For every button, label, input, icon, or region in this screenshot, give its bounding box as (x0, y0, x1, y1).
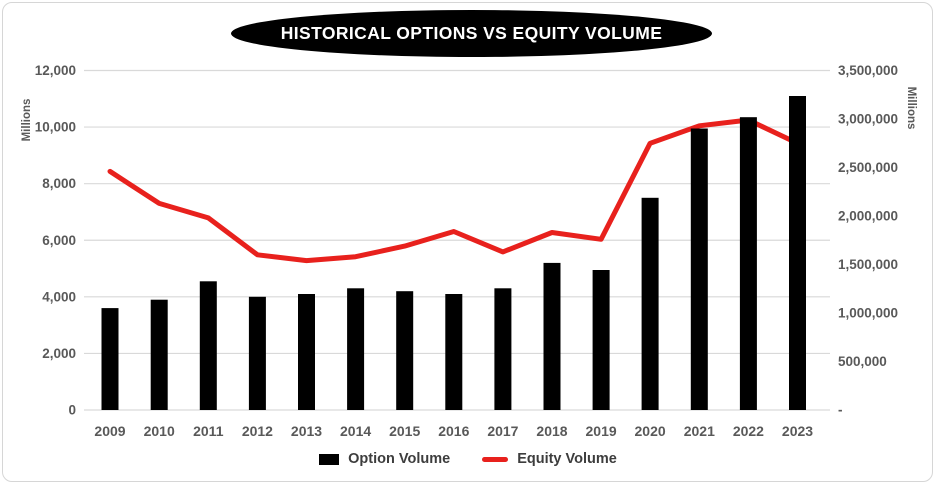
svg-text:2010: 2010 (144, 423, 175, 439)
bar-2018 (543, 262, 561, 410)
svg-text:2020: 2020 (635, 423, 666, 439)
svg-text:2012: 2012 (242, 423, 273, 439)
svg-text:2022: 2022 (733, 423, 764, 439)
svg-text:2,000: 2,000 (42, 346, 76, 361)
svg-text:2014: 2014 (340, 423, 371, 439)
bar-2013 (298, 294, 315, 410)
right-axis-tick-labels: - 500,000 1,000,000 1,500,000 2,000,000 2,500… (838, 63, 898, 418)
x-axis-labels: 2009 2010 2011 2012 2013 2014 2015 2016 2017 2018… (94, 423, 813, 439)
svg-text:2023: 2023 (782, 423, 813, 439)
left-axis-tick-labels: 0 2,000 4,000 6,000 8,000 10,000 12,000 (35, 63, 76, 418)
svg-text:12,000: 12,000 (35, 63, 76, 78)
bar-2019 (592, 270, 610, 410)
svg-text:0: 0 (68, 403, 76, 418)
bar-2021 (690, 128, 708, 410)
svg-text:500,000: 500,000 (838, 354, 887, 369)
svg-text:8,000: 8,000 (42, 176, 76, 191)
svg-text:2013: 2013 (291, 423, 322, 439)
option-volume-bars (101, 96, 806, 410)
svg-text:2,000,000: 2,000,000 (838, 209, 898, 224)
bar-2012 (248, 296, 266, 410)
legend-label-equity-volume: Equity Volume (517, 451, 617, 467)
bar-2014 (347, 288, 365, 410)
svg-text:-: - (838, 403, 843, 418)
equity-volume-line (107, 117, 800, 264)
svg-text:3,000,000: 3,000,000 (838, 112, 898, 127)
bar-2010 (150, 299, 168, 410)
svg-text:2018: 2018 (536, 423, 567, 439)
bar-2023 (789, 96, 806, 410)
chart-legend: Option Volume Equity Volume (0, 451, 936, 467)
bar-2022 (739, 117, 757, 410)
equity-volume-swatch-icon (482, 456, 509, 462)
bar-2020 (641, 197, 659, 410)
svg-text:1,500,000: 1,500,000 (838, 257, 898, 272)
bar-2011 (199, 281, 217, 410)
svg-text:2,500,000: 2,500,000 (838, 160, 898, 175)
svg-text:2009: 2009 (94, 423, 125, 439)
svg-text:10,000: 10,000 (35, 120, 76, 135)
bar-2009 (101, 308, 119, 410)
option-volume-swatch-icon (319, 453, 340, 465)
chart-title: HISTORICAL OPTIONS VS EQUITY VOLUME (280, 23, 663, 43)
svg-text:2019: 2019 (586, 423, 617, 439)
bar-2015 (396, 291, 414, 410)
svg-text:2017: 2017 (487, 423, 518, 439)
svg-text:3,500,000: 3,500,000 (838, 63, 898, 78)
svg-text:2021: 2021 (684, 423, 715, 439)
svg-text:6,000: 6,000 (42, 233, 76, 248)
chart-title-pill: HISTORICAL OPTIONS VS EQUITY VOLUME (231, 10, 712, 57)
svg-text:1,000,000: 1,000,000 (838, 306, 898, 321)
bar-2017 (494, 288, 512, 410)
svg-text:2015: 2015 (389, 423, 420, 439)
left-axis-title: Millions (21, 98, 33, 142)
svg-text:2016: 2016 (438, 423, 469, 439)
svg-text:4,000: 4,000 (42, 289, 76, 304)
svg-text:2011: 2011 (193, 423, 224, 439)
legend-item-option-volume: Option Volume (319, 451, 450, 467)
right-axis-title: Millions (905, 86, 917, 130)
bar-2016 (445, 294, 463, 410)
legend-label-option-volume: Option Volume (348, 451, 451, 467)
legend-item-equity-volume: Equity Volume (482, 451, 617, 467)
